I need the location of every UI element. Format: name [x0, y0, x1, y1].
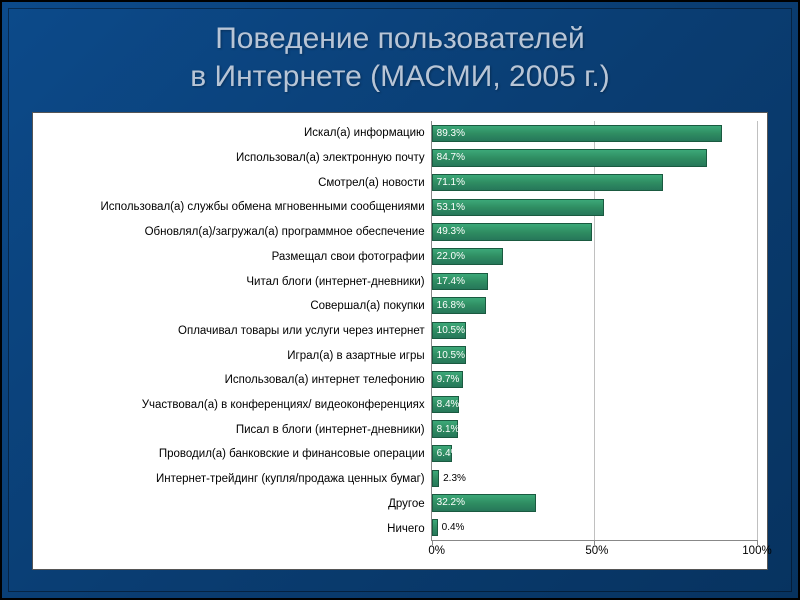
- bar: [432, 519, 438, 536]
- bar-row: 84.7%: [432, 146, 757, 171]
- title-line-1: Поведение пользователей: [215, 22, 585, 55]
- bar-value-label: 10.5%: [437, 325, 465, 336]
- bar-value-label: 22.0%: [437, 251, 465, 262]
- slide: Поведение пользователей в Интернете (МАС…: [0, 0, 800, 600]
- category-label: Использовал(а) электронную почту: [33, 146, 431, 171]
- bar-row: 8.4%: [432, 392, 757, 417]
- bar-row: 6.4%: [432, 441, 757, 466]
- bar-row: 49.3%: [432, 220, 757, 245]
- grid-line: [757, 121, 758, 540]
- bar-value-label: 16.8%: [437, 300, 465, 311]
- bar-value-label: 89.3%: [437, 128, 465, 139]
- bar-row: 10.5%: [432, 318, 757, 343]
- bar-row: 0.4%: [432, 515, 757, 540]
- bar-row: 2.3%: [432, 466, 757, 491]
- chart-panel: Искал(а) информациюИспользовал(а) электр…: [32, 112, 768, 570]
- bar: 32.2%: [432, 494, 537, 511]
- bar-value-label: 32.2%: [437, 497, 465, 508]
- bar-value-label: 71.1%: [437, 177, 465, 188]
- category-label: Ничего: [33, 516, 431, 541]
- bar: 8.1%: [432, 420, 458, 437]
- bar-value-label: 17.4%: [437, 276, 465, 287]
- bar-row: 9.7%: [432, 367, 757, 392]
- bar: 71.1%: [432, 174, 663, 191]
- bar-value-label: 2.3%: [443, 473, 466, 484]
- slide-title: Поведение пользователей в Интернете (МАС…: [2, 2, 798, 105]
- category-label: Использовал(а) службы обмена мгновенными…: [33, 195, 431, 220]
- bar-row: 22.0%: [432, 244, 757, 269]
- bar: 10.5%: [432, 322, 466, 339]
- bar-row: 89.3%: [432, 121, 757, 146]
- bar-row: 53.1%: [432, 195, 757, 220]
- category-label: Писал в блоги (интернет-дневники): [33, 417, 431, 442]
- category-label: Оплачивал товары или услуги через интерн…: [33, 319, 431, 344]
- category-label: Искал(а) информацию: [33, 121, 431, 146]
- bars-column: 89.3% 84.7% 71.1% 53.1% 49.3% 22.0% 17.4% 16.8%…: [431, 121, 757, 541]
- category-label: Совершал(а) покупки: [33, 294, 431, 319]
- category-label: Интернет-трейдинг (купля/продажа ценных …: [33, 467, 431, 492]
- bar: 16.8%: [432, 297, 487, 314]
- bar-row: 10.5%: [432, 343, 757, 368]
- category-label: Играл(а) в азартные игры: [33, 343, 431, 368]
- x-tick-label: 50%: [585, 545, 608, 557]
- bar-value-label: 84.7%: [437, 152, 465, 163]
- bar-value-label: 53.1%: [437, 202, 465, 213]
- category-label: Обновлял(а)/загружал(а) программное обес…: [33, 220, 431, 245]
- bar: 89.3%: [432, 125, 723, 142]
- category-label: Размещал свои фотографии: [33, 245, 431, 270]
- bar-value-label: 10.5%: [437, 350, 465, 361]
- category-labels-column: Искал(а) информациюИспользовал(а) электр…: [33, 121, 431, 541]
- bar: 6.4%: [432, 445, 453, 462]
- bar: 17.4%: [432, 273, 489, 290]
- x-axis: 0%50%100%: [437, 545, 757, 563]
- bar-value-label: 6.4%: [437, 448, 460, 459]
- bar: 53.1%: [432, 199, 605, 216]
- category-label: Использовал(а) интернет телефонию: [33, 368, 431, 393]
- bar: 9.7%: [432, 371, 464, 388]
- bar-row: 71.1%: [432, 170, 757, 195]
- bar: 8.4%: [432, 396, 459, 413]
- bar-row: 32.2%: [432, 491, 757, 516]
- x-tick-label: 0%: [428, 545, 445, 557]
- title-line-2: в Интернете (МАСМИ, 2005 г.): [190, 60, 609, 93]
- bar: 49.3%: [432, 223, 592, 240]
- bar-value-label: 8.1%: [437, 424, 460, 435]
- category-label: Читал блоги (интернет-дневники): [33, 269, 431, 294]
- bar-row: 8.1%: [432, 417, 757, 442]
- bar-row: 17.4%: [432, 269, 757, 294]
- category-label: Проводил(а) банковские и финансовые опер…: [33, 442, 431, 467]
- category-label: Смотрел(а) новости: [33, 170, 431, 195]
- bar: 10.5%: [432, 346, 466, 363]
- bar-value-label: 0.4%: [442, 522, 465, 533]
- bar: 84.7%: [432, 149, 708, 166]
- bar: [432, 470, 439, 487]
- bar-value-label: 8.4%: [437, 399, 460, 410]
- bar-value-label: 49.3%: [437, 226, 465, 237]
- category-label: Другое: [33, 492, 431, 517]
- chart-plot-area: Искал(а) информациюИспользовал(а) электр…: [33, 121, 757, 541]
- bar-row: 16.8%: [432, 293, 757, 318]
- bar-value-label: 9.7%: [437, 374, 460, 385]
- x-tick-label: 100%: [742, 545, 771, 557]
- category-label: Участвовал(а) в конференциях/ видеоконфе…: [33, 393, 431, 418]
- bar: 22.0%: [432, 248, 504, 265]
